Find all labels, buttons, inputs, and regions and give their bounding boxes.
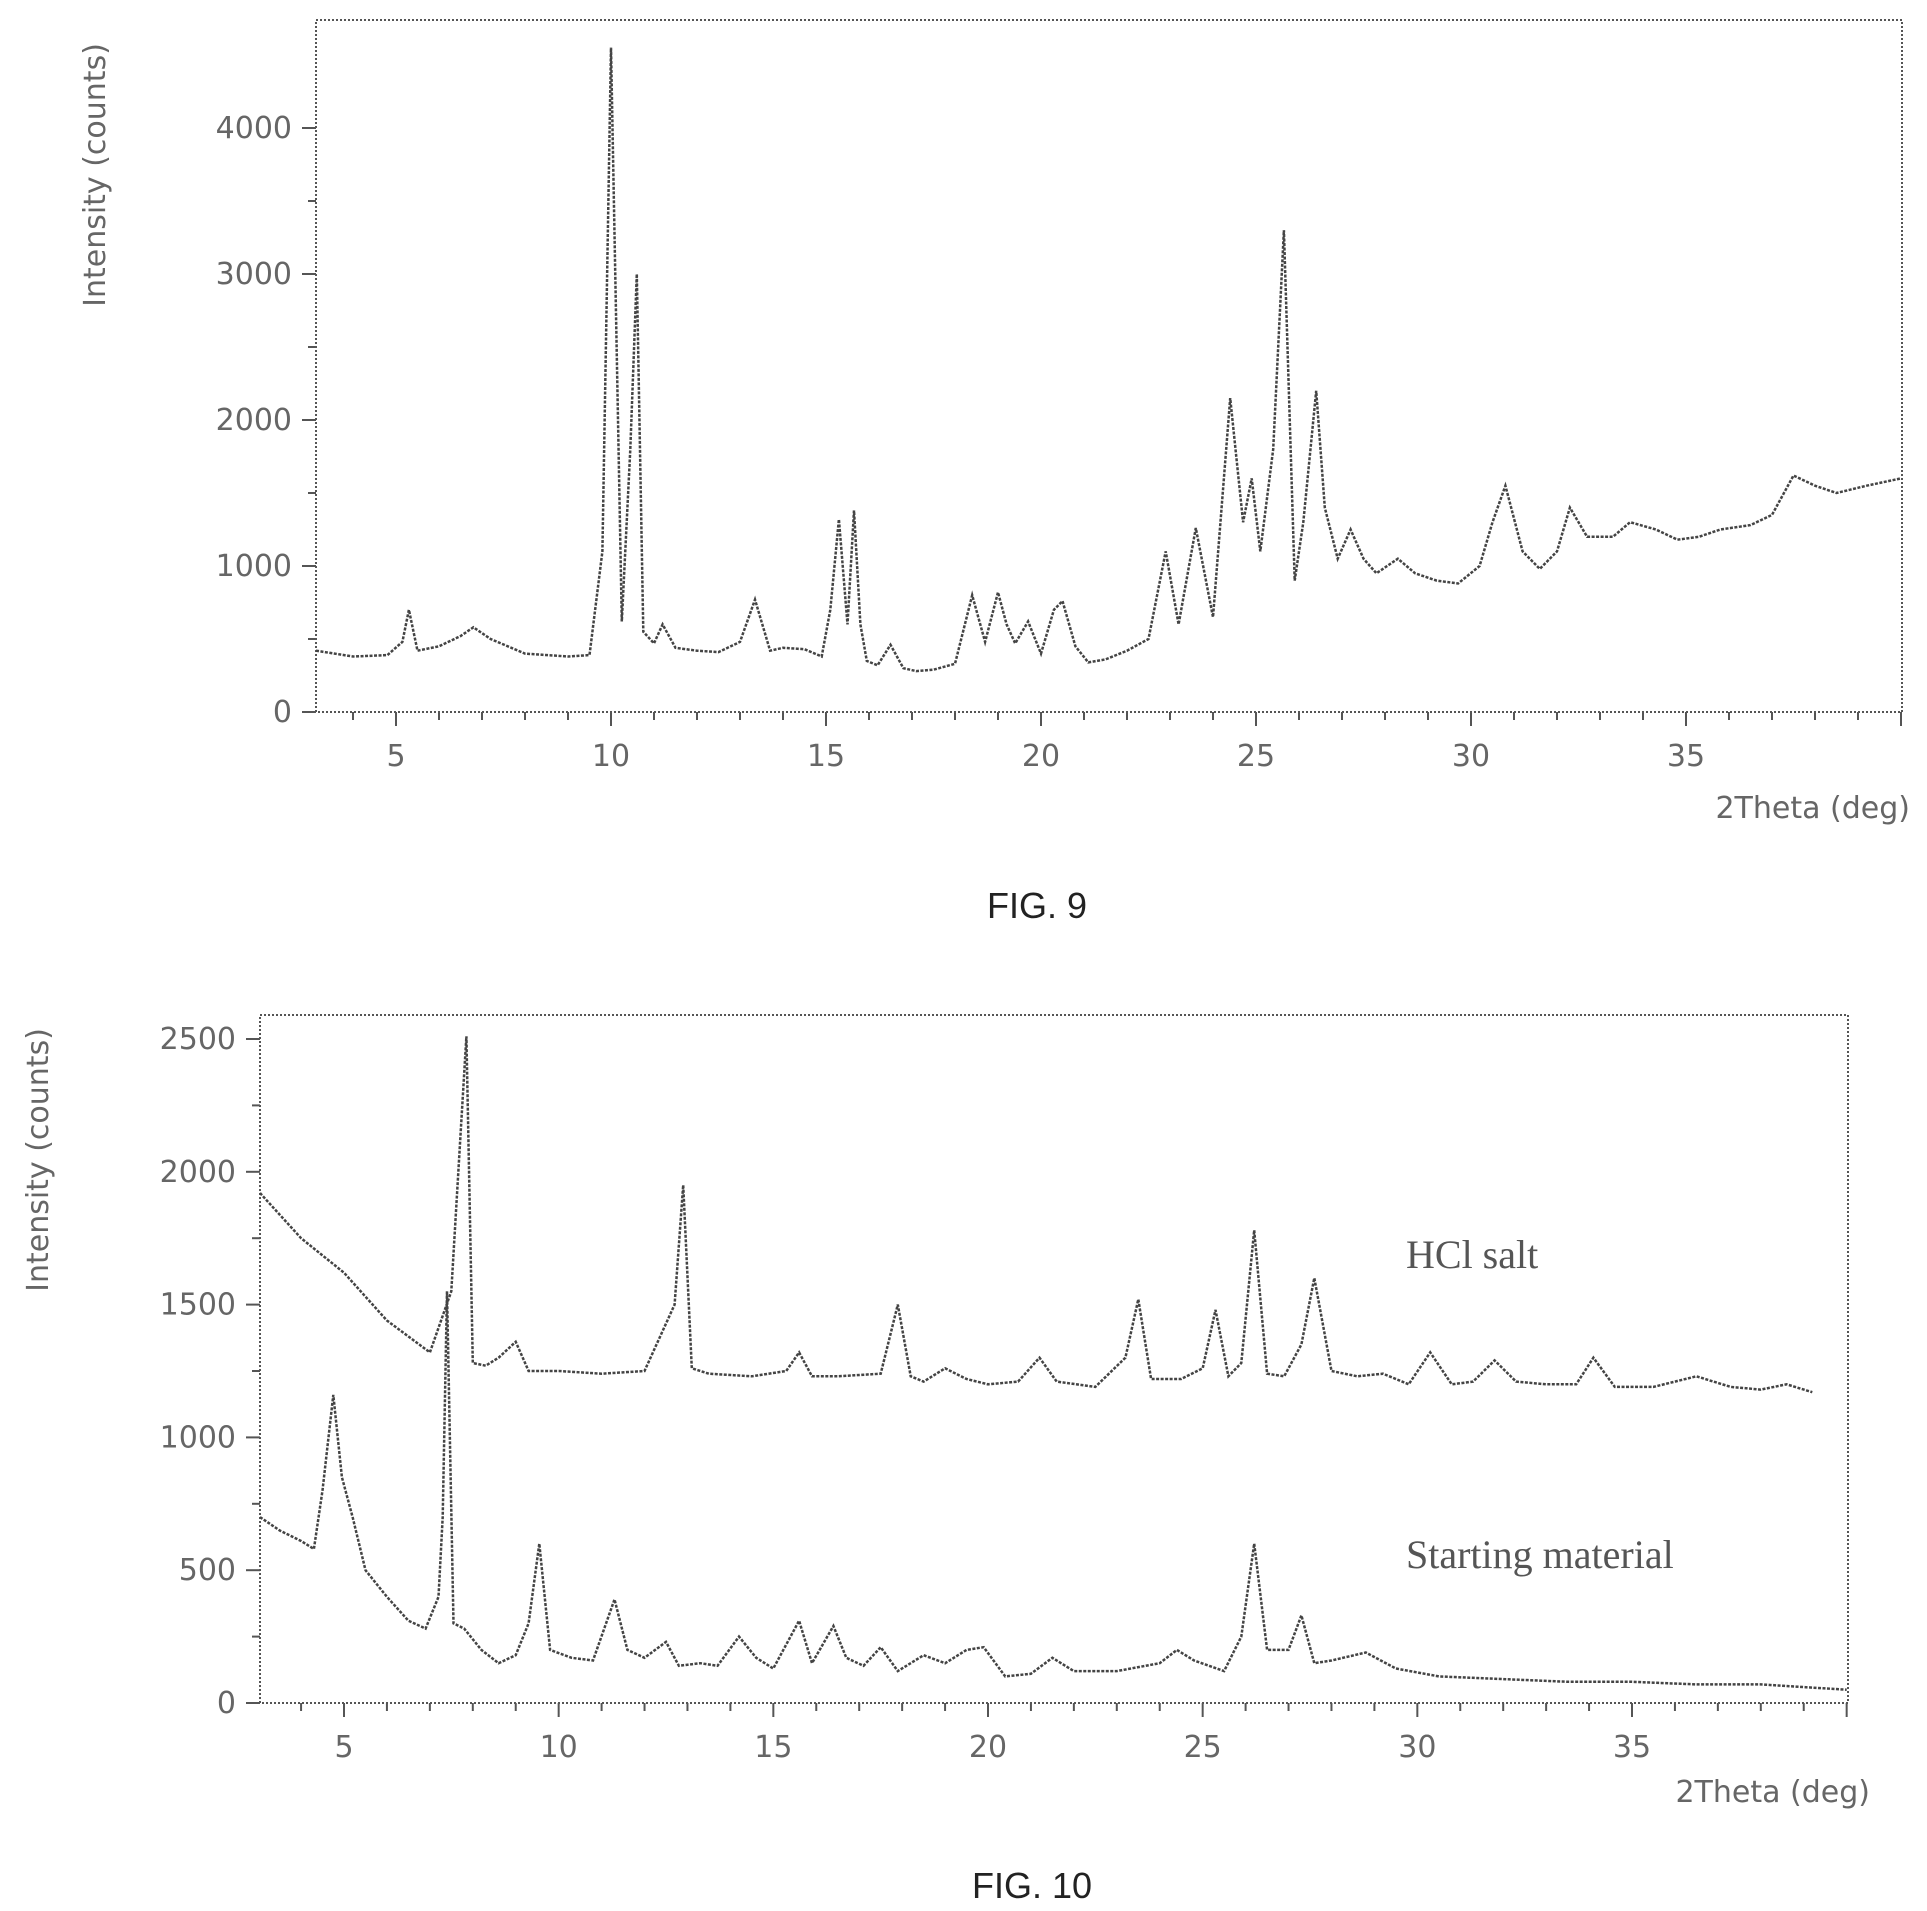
fig10-x-tick-label: 35 — [1613, 1730, 1651, 1765]
fig10-y-tick-label: 0 — [217, 1686, 236, 1721]
fig10-y-tick-label: 500 — [179, 1553, 236, 1588]
fig10-y-tick-label: 2000 — [160, 1155, 236, 1190]
fig9-x-tick-label: 20 — [1022, 739, 1060, 774]
fig10-x-tick-label: 10 — [540, 1730, 578, 1765]
fig9-caption: FIG. 9 — [987, 885, 1087, 926]
fig9-y-tick-label: 2000 — [216, 403, 292, 438]
fig9-x-axis-label: 2Theta (deg) — [1715, 791, 1910, 826]
fig9-y-tick-label: 4000 — [216, 111, 292, 146]
fig10-x-tick-label: 30 — [1398, 1730, 1436, 1765]
fig9-y-tick-label: 1000 — [216, 549, 292, 584]
fig9-y-axis: 0 1000 2000 3000 4000 — [216, 111, 316, 730]
fig9-x-tick-label: 30 — [1452, 739, 1490, 774]
fig9-x-tick-label: 5 — [386, 739, 405, 774]
fig10-y-tick-label: 2500 — [160, 1022, 236, 1057]
fig10-plot-frame — [259, 1014, 1849, 1704]
fig10-y-tick-label: 1500 — [160, 1288, 236, 1323]
fig10-y-axis-label: Intensity (counts) — [21, 1028, 56, 1292]
fig10-starting-material-line — [259, 1291, 1847, 1691]
fig9-x-tick-label: 10 — [592, 739, 630, 774]
fig10-caption: FIG. 10 — [972, 1865, 1092, 1906]
fig10-y-tick-label: 1000 — [160, 1420, 236, 1455]
fig9-plot-frame — [315, 19, 1903, 713]
fig10-x-tick-label: 20 — [969, 1730, 1007, 1765]
fig10-x-axis: 5 10 15 20 25 30 35 — [300, 1703, 1848, 1765]
fig9-chart: 0 1000 2000 3000 4000 5 10 15 20 25 30 35 Intensit… — [78, 19, 1910, 926]
fig10-series-label-starting-material: Starting material — [1406, 1532, 1674, 1577]
fig9-y-tick-label: 3000 — [216, 257, 292, 292]
fig10-x-tick-label: 5 — [334, 1730, 353, 1765]
fig9-y-axis-label: Intensity (counts) — [78, 43, 113, 307]
fig9-x-tick-label: 15 — [807, 739, 845, 774]
fig9-x-tick-label: 25 — [1237, 739, 1275, 774]
fig9-y-tick-label: 0 — [273, 695, 292, 730]
fig9-x-tick-label: 35 — [1667, 739, 1705, 774]
fig10-y-axis: 0 500 1000 1500 2000 2500 — [160, 1022, 260, 1721]
fig10-series-label-hcl-salt: HCl salt — [1406, 1232, 1538, 1277]
fig9-series-line — [315, 47, 1902, 673]
fig10-x-axis-label: 2Theta (deg) — [1675, 1775, 1870, 1810]
fig10-x-tick-label: 25 — [1184, 1730, 1222, 1765]
fig10-x-tick-label: 15 — [754, 1730, 792, 1765]
fig10-hcl-salt-line — [259, 1036, 1813, 1394]
fig9-x-axis: 5 10 15 20 25 30 35 — [352, 712, 1902, 774]
fig10-chart: 0 500 1000 1500 2000 2500 5 10 15 20 25 30 35 HCl s… — [21, 1014, 1870, 1906]
